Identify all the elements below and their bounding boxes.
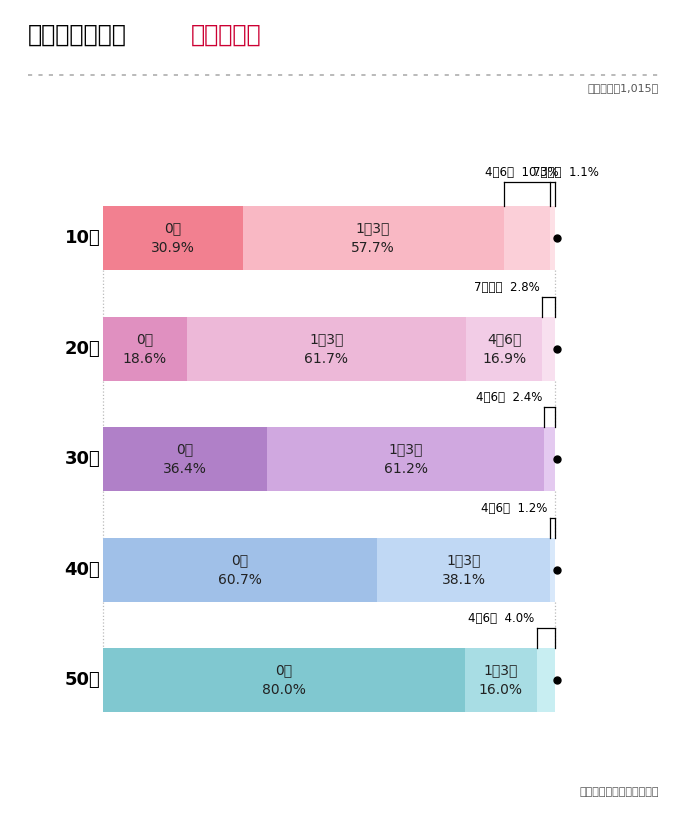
Text: 出会った人数の: 出会った人数の: [28, 23, 126, 46]
Text: 0人
80.0%: 0人 80.0%: [262, 663, 306, 697]
Text: 4～6人
16.9%: 4～6人 16.9%: [482, 332, 526, 366]
Bar: [537, 648, 555, 712]
Text: 7人以上  1.1%: 7人以上 1.1%: [533, 165, 599, 178]
Bar: [103, 206, 243, 271]
Text: 1～3人
61.7%: 1～3人 61.7%: [304, 332, 348, 366]
Text: 年代別比較: 年代別比較: [191, 23, 262, 46]
Text: 4～6人  4.0%: 4～6人 4.0%: [469, 612, 535, 625]
Bar: [268, 427, 544, 491]
Text: 0人
36.4%: 0人 36.4%: [163, 443, 207, 476]
Bar: [542, 317, 555, 381]
Bar: [504, 206, 550, 271]
Text: （回答数：1,015）: （回答数：1,015）: [588, 83, 659, 93]
Bar: [550, 538, 555, 601]
Bar: [377, 538, 550, 601]
Bar: [464, 648, 537, 712]
Text: 4～6人  2.4%: 4～6人 2.4%: [475, 391, 542, 404]
Bar: [103, 427, 268, 491]
Text: 10代: 10代: [65, 229, 100, 247]
Text: 0人
60.7%: 0人 60.7%: [218, 553, 262, 587]
Text: 1～3人
57.7%: 1～3人 57.7%: [351, 222, 395, 255]
Text: 0人
18.6%: 0人 18.6%: [123, 332, 167, 366]
Text: 20代: 20代: [65, 340, 100, 358]
Bar: [187, 317, 466, 381]
Bar: [550, 206, 555, 271]
Text: 4～6人  1.2%: 4～6人 1.2%: [481, 501, 547, 514]
Bar: [103, 538, 377, 601]
Text: 1～3人
61.2%: 1～3人 61.2%: [384, 443, 428, 476]
Text: 7人以上  2.8%: 7人以上 2.8%: [475, 280, 540, 293]
Text: 1～3人
16.0%: 1～3人 16.0%: [479, 663, 523, 697]
Text: 0人
30.9%: 0人 30.9%: [150, 222, 195, 255]
Bar: [103, 317, 187, 381]
Text: 4～6人  10.3%: 4～6人 10.3%: [486, 165, 559, 178]
Text: マッチングアプリ大学調べ: マッチングアプリ大学調べ: [580, 787, 659, 797]
Bar: [466, 317, 542, 381]
Text: 50代: 50代: [65, 672, 100, 689]
Bar: [243, 206, 504, 271]
Text: 1～3人
38.1%: 1～3人 38.1%: [442, 553, 486, 587]
Text: 40代: 40代: [65, 561, 100, 579]
Bar: [103, 648, 464, 712]
Text: 30代: 30代: [65, 451, 100, 469]
Bar: [544, 427, 555, 491]
